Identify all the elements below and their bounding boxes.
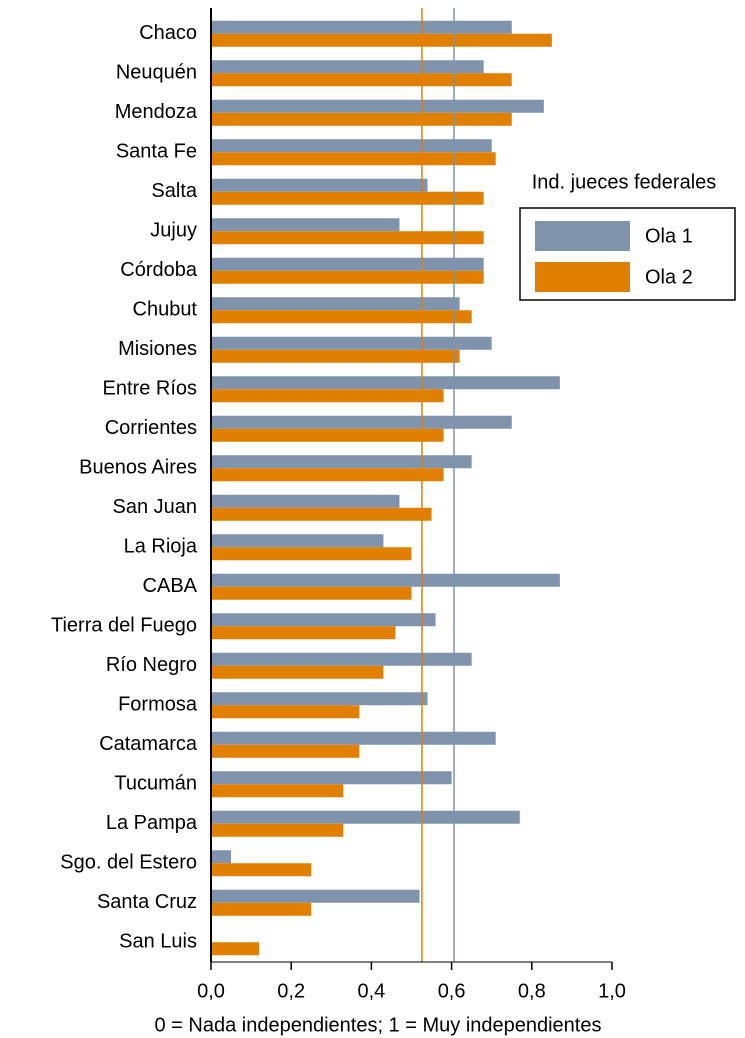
y-tick-label: Entre Ríos bbox=[103, 378, 197, 400]
bar bbox=[211, 112, 512, 126]
y-tick-label: Mendoza bbox=[115, 101, 198, 123]
bar bbox=[211, 191, 484, 205]
bar bbox=[211, 810, 520, 824]
bar bbox=[211, 784, 344, 798]
bar bbox=[211, 152, 496, 166]
bar bbox=[211, 60, 484, 74]
y-tick-label: Salta bbox=[151, 180, 197, 202]
y-tick-label: San Luis bbox=[119, 931, 197, 953]
bar bbox=[211, 468, 444, 482]
bar bbox=[211, 178, 428, 192]
bar bbox=[211, 99, 544, 113]
legend-swatch bbox=[535, 221, 630, 251]
y-tick-label: Neuquén bbox=[116, 62, 197, 84]
y-tick-label: La Rioja bbox=[124, 536, 198, 558]
bar bbox=[211, 389, 444, 403]
y-tick-label: Tucumán bbox=[114, 773, 197, 795]
bar bbox=[211, 455, 472, 469]
bar bbox=[211, 744, 360, 758]
x-tick-label: 0,6 bbox=[438, 980, 466, 1002]
bar bbox=[211, 20, 512, 34]
bar bbox=[211, 771, 452, 785]
bar bbox=[211, 665, 384, 679]
y-tick-label: Catamarca bbox=[99, 733, 198, 755]
bar bbox=[211, 902, 312, 916]
bar bbox=[211, 652, 472, 666]
y-tick-label: Córdoba bbox=[120, 259, 198, 281]
bar bbox=[211, 218, 400, 232]
y-tick-label: Río Negro bbox=[106, 654, 197, 676]
bar bbox=[211, 705, 360, 719]
bar bbox=[211, 428, 444, 442]
bar bbox=[211, 692, 428, 706]
bar bbox=[211, 231, 484, 245]
x-tick-label: 1,0 bbox=[598, 980, 626, 1002]
bar bbox=[211, 731, 496, 745]
x-tick-label: 0,2 bbox=[277, 980, 305, 1002]
legend-label: Ola 2 bbox=[645, 266, 693, 288]
y-tick-label: Corrientes bbox=[105, 417, 197, 439]
y-tick-label: Misiones bbox=[118, 338, 197, 360]
bar bbox=[211, 586, 412, 600]
bar bbox=[211, 889, 420, 903]
y-tick-label: Chubut bbox=[133, 299, 198, 321]
bar bbox=[211, 73, 512, 87]
bar bbox=[211, 626, 396, 640]
bar bbox=[211, 270, 484, 284]
bar bbox=[211, 942, 260, 956]
bar bbox=[211, 573, 560, 587]
x-tick-label: 0,8 bbox=[518, 980, 546, 1002]
y-tick-label: Tierra del Fuego bbox=[51, 615, 197, 637]
legend-swatch bbox=[535, 262, 630, 292]
bar bbox=[211, 507, 432, 521]
bar bbox=[211, 376, 560, 390]
x-tick-label: 0,0 bbox=[197, 980, 225, 1002]
bar bbox=[211, 336, 492, 350]
y-tick-label: San Juan bbox=[112, 496, 197, 518]
y-tick-label: Jujuy bbox=[150, 220, 197, 242]
y-tick-label: Santa Fe bbox=[116, 141, 197, 163]
x-axis-label: 0 = Nada independientes; 1 = Muy indepen… bbox=[154, 1014, 601, 1036]
y-tick-label: Santa Cruz bbox=[97, 891, 197, 913]
bar bbox=[211, 547, 412, 561]
bar bbox=[211, 297, 460, 311]
y-tick-label: Formosa bbox=[118, 694, 198, 716]
bar bbox=[211, 613, 436, 627]
bar bbox=[211, 310, 472, 324]
y-tick-label: Chaco bbox=[139, 22, 197, 44]
bar bbox=[211, 823, 344, 837]
bar bbox=[211, 863, 312, 877]
bar bbox=[211, 349, 460, 363]
bar bbox=[211, 534, 384, 548]
y-tick-label: CABA bbox=[143, 575, 198, 597]
bar bbox=[211, 257, 484, 271]
x-tick-label: 0,4 bbox=[357, 980, 385, 1002]
bar bbox=[211, 33, 552, 47]
y-tick-label: La Pampa bbox=[106, 812, 198, 834]
bar bbox=[211, 139, 492, 153]
bar bbox=[211, 415, 512, 429]
legend-label: Ola 1 bbox=[645, 225, 693, 247]
y-tick-label: Sgo. del Estero bbox=[60, 852, 197, 874]
y-tick-label: Buenos Aires bbox=[79, 457, 197, 479]
bar bbox=[211, 850, 232, 864]
legend-title: Ind. jueces federales bbox=[532, 171, 717, 193]
bar bbox=[211, 494, 400, 508]
